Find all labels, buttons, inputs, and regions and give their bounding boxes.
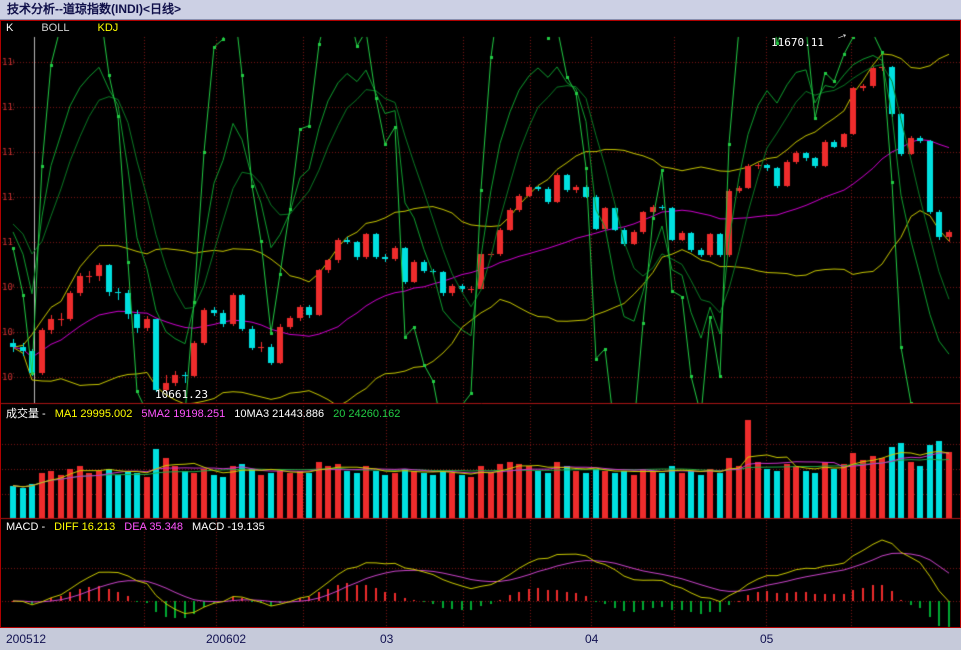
high-price-label: 11670.11 xyxy=(771,36,824,49)
volume-header-token: 5MA2 19198.251 xyxy=(141,408,226,420)
window-title: 技术分析--道琼指数(INDI)<日线> xyxy=(7,2,182,16)
legend-item: BOLL xyxy=(41,22,70,34)
date-axis: 200512 200602 03 04 05 xyxy=(0,628,961,650)
legend-item: K xyxy=(6,22,14,34)
volume-header-token: 10MA3 21443.886 xyxy=(234,408,325,420)
macd-header-token: MACD -19.135 xyxy=(191,521,265,533)
volume-header-token: 成交量 - xyxy=(6,408,46,420)
technical-chart-canvas[interactable] xyxy=(1,21,961,629)
volume-header-token: 20 24260.162 xyxy=(333,408,401,420)
volume-pane-header: 成交量 - MA1 29995.002 5MA2 19198.251 10MA3 21… xyxy=(6,405,409,421)
chart-area: K BOLL KDJ 成交量 - MA1 29995.002 5MA2 19198.25… xyxy=(0,20,961,629)
macd-header-token: DIFF 16.213 xyxy=(54,521,116,533)
macd-pane-header: MACD - DIFF 16.213 DEA 35.348 MACD -19.135 xyxy=(6,521,274,533)
title-bar[interactable]: 技术分析--道琼指数(INDI)<日线> xyxy=(0,0,961,20)
indicator-legend: K BOLL KDJ xyxy=(6,22,146,34)
volume-header-token: MA1 29995.002 xyxy=(54,408,133,420)
date-label: 200512 xyxy=(6,632,47,646)
macd-header-token: MACD - xyxy=(6,521,46,533)
date-label: 03 xyxy=(380,632,394,646)
legend-item: KDJ xyxy=(97,22,119,34)
date-label: 05 xyxy=(760,632,774,646)
date-label: 200602 xyxy=(206,632,247,646)
macd-header-token: DEA 35.348 xyxy=(124,521,183,533)
low-price-label: 10661.23 xyxy=(155,388,208,401)
date-label: 04 xyxy=(585,632,599,646)
